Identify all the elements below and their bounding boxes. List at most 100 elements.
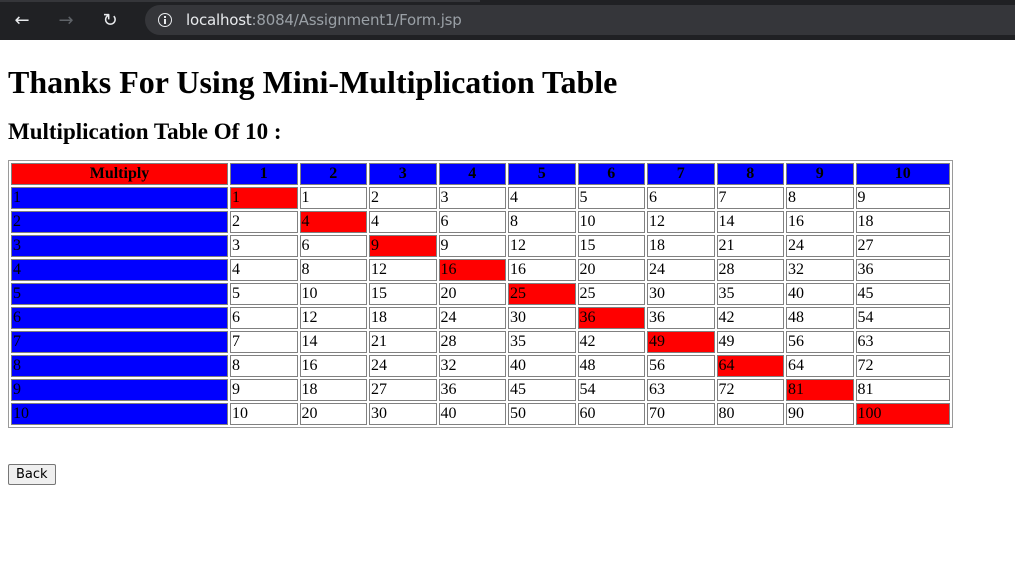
table-cell: 8 (299, 259, 367, 281)
table-cell: 60 (577, 403, 645, 425)
table-cell: 18 (369, 307, 437, 329)
table-cell: 6 (647, 187, 715, 209)
multiplication-table: Multiply 1 2 3 4 5 6 7 8 9 10 1 1 1 2 3 4 5 6 7 8 9 2 2 4 4 6 8 10… (8, 160, 953, 428)
table-cell: 100 (855, 403, 950, 425)
table-cell: 24 (369, 355, 437, 377)
table-cell: 40 (438, 403, 506, 425)
table-cell: 45 (855, 283, 950, 305)
table-row: 10 10 20 30 40 50 60 70 80 90 100 (11, 403, 950, 425)
table-cell: 15 (369, 283, 437, 305)
table-cell: 30 (508, 307, 576, 329)
table-cell: 8 (230, 355, 298, 377)
table-cell: 45 (508, 379, 576, 401)
table-cell: 25 (508, 283, 576, 305)
url-path: :8084/Assignment1/Form.jsp (251, 11, 462, 29)
back-arrow-icon[interactable]: ← (14, 9, 30, 31)
table-cell: 18 (299, 379, 367, 401)
col-header: 9 (786, 163, 854, 185)
table-cell: 36 (577, 307, 645, 329)
table-row: 2 2 4 4 6 8 10 12 14 16 18 (11, 211, 950, 233)
table-cell: 4 (508, 187, 576, 209)
address-bar[interactable]: localhost:8084/Assignment1/Form.jsp (145, 5, 1015, 35)
page-title: Thanks For Using Mini-Multiplication Tab… (8, 64, 618, 100)
table-cell: 24 (647, 259, 715, 281)
table-cell: 16 (786, 211, 854, 233)
table-cell: 25 (577, 283, 645, 305)
table-cell: 16 (438, 259, 506, 281)
table-cell: 21 (716, 235, 784, 257)
row-header: 3 (11, 235, 228, 257)
table-cell: 4 (369, 211, 437, 233)
table-cell: 12 (647, 211, 715, 233)
table-cell: 35 (508, 331, 576, 353)
table-row: 7 7 14 21 28 35 42 49 49 56 63 (11, 331, 950, 353)
reload-icon[interactable]: ↻ (102, 9, 118, 31)
table-cell: 9 (230, 379, 298, 401)
table-cell: 3 (438, 187, 506, 209)
table-cell: 50 (508, 403, 576, 425)
info-icon[interactable] (158, 13, 172, 27)
table-cell: 40 (508, 355, 576, 377)
corner-header: Multiply (11, 163, 228, 185)
table-row: 3 3 6 9 9 12 15 18 21 24 27 (11, 235, 950, 257)
browser-toolbar: ← → ↻ localhost:8084/Assignment1/Form.js… (0, 0, 1015, 40)
table-cell: 63 (855, 331, 950, 353)
table-cell: 56 (786, 331, 854, 353)
back-button[interactable]: Back (8, 464, 56, 485)
table-cell: 16 (299, 355, 367, 377)
table-cell: 35 (716, 283, 784, 305)
table-cell: 30 (647, 283, 715, 305)
row-header: 1 (11, 187, 228, 209)
table-cell: 81 (786, 379, 854, 401)
table-cell: 80 (716, 403, 784, 425)
table-cell: 90 (786, 403, 854, 425)
table-cell: 9 (369, 235, 437, 257)
table-cell: 48 (577, 355, 645, 377)
col-header: 7 (647, 163, 715, 185)
table-cell: 12 (299, 307, 367, 329)
table-cell: 20 (577, 259, 645, 281)
row-header: 4 (11, 259, 228, 281)
row-header: 2 (11, 211, 228, 233)
tab-strip-edge (0, 0, 480, 2)
table-cell: 16 (508, 259, 576, 281)
table-cell: 2 (230, 211, 298, 233)
table-cell: 12 (508, 235, 576, 257)
table-row: 9 9 18 27 36 45 54 63 72 81 81 (11, 379, 950, 401)
table-cell: 14 (299, 331, 367, 353)
table-cell: 40 (786, 283, 854, 305)
table-cell: 7 (716, 187, 784, 209)
table-cell: 1 (230, 187, 298, 209)
url-text[interactable]: localhost:8084/Assignment1/Form.jsp (186, 11, 462, 29)
table-cell: 32 (786, 259, 854, 281)
table-cell: 32 (438, 355, 506, 377)
header-row: Multiply 1 2 3 4 5 6 7 8 9 10 (11, 163, 950, 185)
table-cell: 21 (369, 331, 437, 353)
table-cell: 30 (369, 403, 437, 425)
table-row: 5 5 10 15 20 25 25 30 35 40 45 (11, 283, 950, 305)
table-row: 6 6 12 18 24 30 36 36 42 48 54 (11, 307, 950, 329)
table-cell: 10 (299, 283, 367, 305)
table-cell: 81 (855, 379, 950, 401)
forward-arrow-icon[interactable]: → (58, 9, 74, 31)
table-cell: 12 (369, 259, 437, 281)
table-cell: 20 (438, 283, 506, 305)
table-cell: 28 (438, 331, 506, 353)
table-cell: 36 (438, 379, 506, 401)
row-header: 5 (11, 283, 228, 305)
table-cell: 72 (716, 379, 784, 401)
table-row: 4 4 8 12 16 16 20 24 28 32 36 (11, 259, 950, 281)
table-cell: 64 (716, 355, 784, 377)
table-cell: 10 (577, 211, 645, 233)
col-header: 3 (369, 163, 437, 185)
table-cell: 42 (577, 331, 645, 353)
table-cell: 28 (716, 259, 784, 281)
table-body: 1 1 1 2 3 4 5 6 7 8 9 2 2 4 4 6 8 10 12 14 16 18 3 3 6 9 9 12 15 18 21… (11, 187, 950, 425)
table-cell: 7 (230, 331, 298, 353)
col-header: 6 (577, 163, 645, 185)
table-cell: 3 (230, 235, 298, 257)
table-cell: 8 (786, 187, 854, 209)
col-header: 2 (299, 163, 367, 185)
col-header: 1 (230, 163, 298, 185)
